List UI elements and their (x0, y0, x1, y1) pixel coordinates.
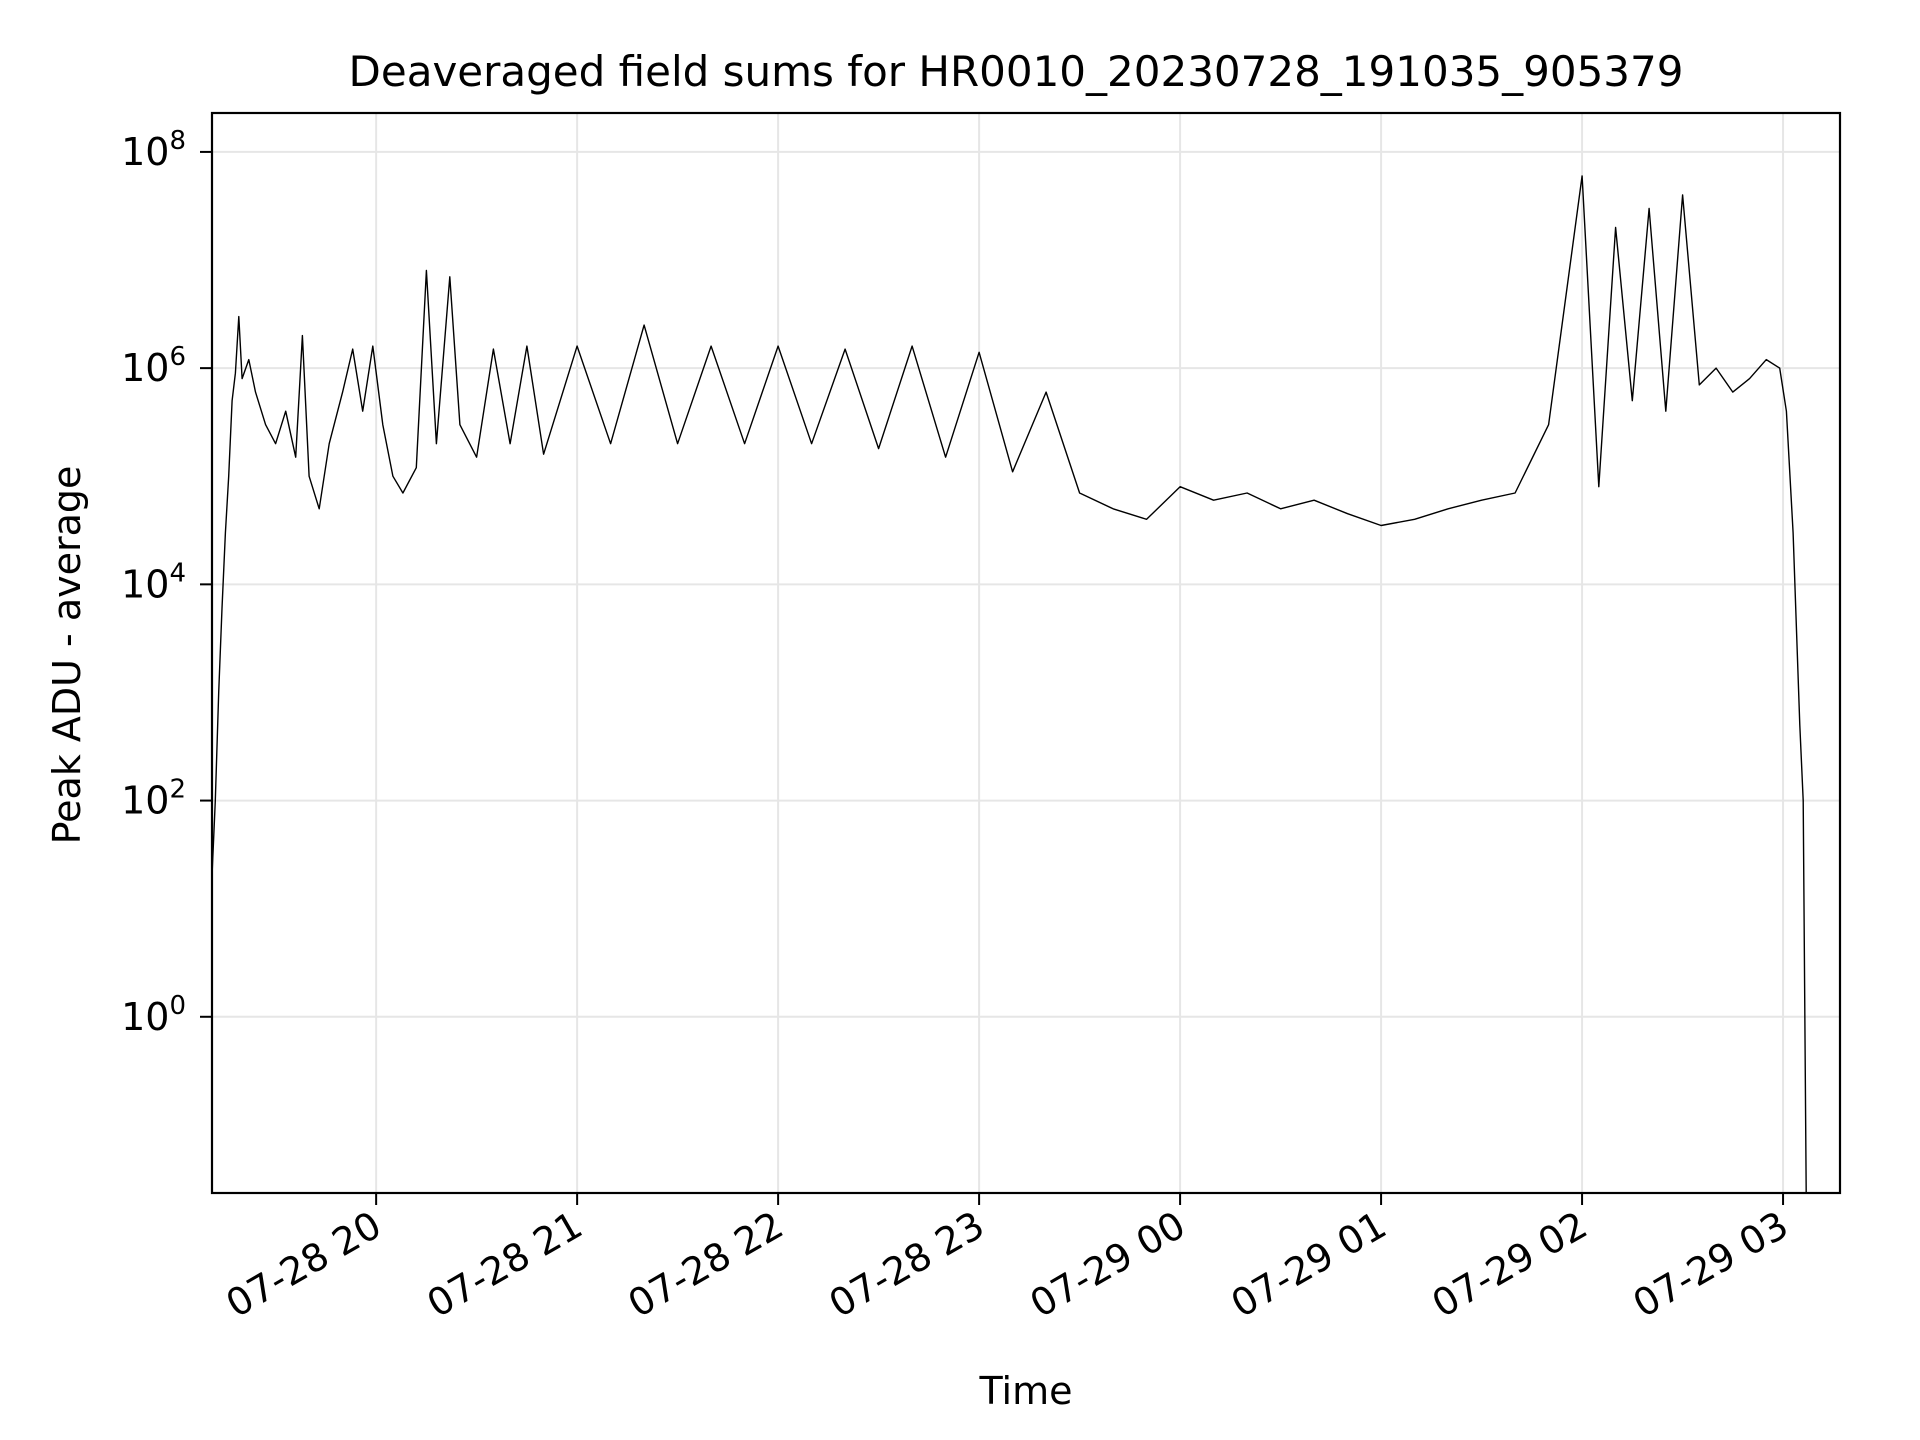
series-layer (212, 175, 1807, 1193)
x-tick-label: 07-29 01 (1224, 1203, 1394, 1327)
x-tick-label: 07-28 20 (219, 1203, 389, 1327)
y-tick-label: 100 (121, 991, 186, 1039)
y-axis-label: Peak ADU - average (45, 466, 89, 845)
x-tick-label: 07-28 23 (822, 1203, 992, 1327)
x-tick-label: 07-28 21 (420, 1203, 590, 1327)
plot-frame (210, 111, 1842, 1195)
x-tick-label: 07-29 03 (1626, 1203, 1796, 1327)
grid (212, 113, 1840, 1193)
series-line (212, 175, 1807, 1193)
x-tick-label: 07-28 22 (621, 1203, 791, 1327)
x-axis: 07-28 20 07-28 21 07-28 22 07-28 23 07-29 00… (219, 1193, 1796, 1326)
y-tick-label: 106 (121, 342, 186, 390)
y-tick-label: 104 (121, 558, 186, 606)
x-tick-label: 07-29 00 (1023, 1203, 1193, 1327)
x-tick-label: 07-29 02 (1425, 1203, 1595, 1327)
y-tick-label: 108 (121, 126, 186, 174)
y-tick-label: 102 (121, 775, 186, 823)
x-axis-label: Time (979, 1369, 1073, 1413)
chart-title: Deaveraged field sums for HR0010_2023072… (349, 47, 1684, 96)
y-axis: 100 102 104 106 108 (121, 126, 212, 1039)
